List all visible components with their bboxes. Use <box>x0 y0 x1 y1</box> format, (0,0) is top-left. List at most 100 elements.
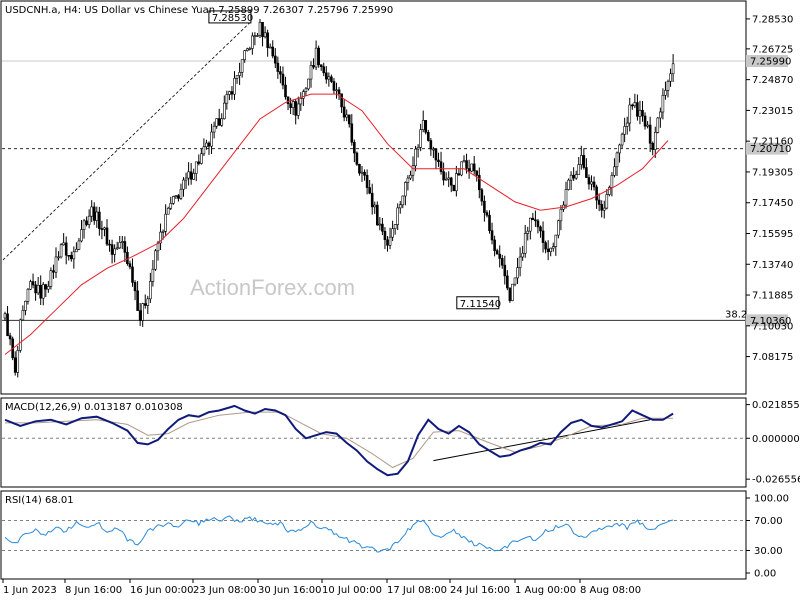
rsi-tick-label: 70.00 <box>754 516 783 527</box>
candle-body <box>54 256 58 273</box>
candle-body <box>80 229 83 242</box>
candle-body <box>455 173 458 192</box>
macd-signal-line <box>5 411 674 469</box>
candle-body <box>289 103 292 108</box>
candle-body <box>401 195 405 206</box>
candle-body <box>210 131 213 147</box>
candle-body <box>149 281 152 300</box>
moving-average <box>4 93 669 355</box>
price-tick-label: 7.15595 <box>752 229 793 240</box>
candle-body <box>317 47 320 65</box>
candle-body <box>47 286 50 290</box>
candle-body <box>194 161 198 174</box>
candle-body <box>409 174 412 179</box>
candle-body <box>256 35 259 37</box>
candle-body <box>416 147 420 150</box>
candle-body <box>452 184 456 192</box>
macd-tick-label: -0.026556 <box>752 475 800 486</box>
candle-body <box>6 313 9 337</box>
candle-body <box>414 148 417 167</box>
candle-body <box>151 268 155 282</box>
candle-body <box>85 220 88 225</box>
candle-body <box>276 62 280 72</box>
candle-body <box>284 84 287 98</box>
candle-body <box>480 189 484 202</box>
candle-body <box>643 115 647 127</box>
candle-body <box>424 120 428 133</box>
time-tick-label: 1 Aug 00:00 <box>515 585 576 596</box>
candle-body <box>72 251 76 260</box>
fib-price-tag-box <box>746 314 788 327</box>
time-tick-label: 24 Jul 16:00 <box>450 585 510 596</box>
candle-body <box>177 195 180 199</box>
candle-body <box>597 199 601 205</box>
candle-body <box>136 290 139 311</box>
candle-body <box>266 32 269 48</box>
candle-body <box>411 165 415 176</box>
candle-body <box>651 142 655 150</box>
candle-body <box>595 186 598 201</box>
candle-body <box>159 231 162 244</box>
candle-body <box>16 350 20 373</box>
candle-body <box>223 102 226 120</box>
candle-body <box>253 35 257 37</box>
candle-body <box>444 178 448 181</box>
current-price-tag: 7.25990 <box>750 57 791 68</box>
candle-body <box>312 65 315 68</box>
rsi-level-lines <box>2 520 745 551</box>
candle-body <box>268 46 272 49</box>
candle-body <box>439 161 443 172</box>
candle-body <box>143 303 147 306</box>
candle-body <box>449 177 453 186</box>
candle-body <box>98 211 101 229</box>
candle-body <box>87 215 91 225</box>
candle-body <box>179 188 183 199</box>
candle-body <box>228 91 231 95</box>
candle-body <box>62 242 65 246</box>
candle-body <box>386 239 389 246</box>
candle-body <box>258 22 262 36</box>
candle-body <box>526 230 530 234</box>
fib-price-tag: 7.10360 <box>750 316 791 327</box>
candle-body <box>342 106 346 118</box>
candle-body <box>457 173 461 176</box>
candle-body <box>641 109 644 117</box>
time-tick-label: 17 Jul 08:00 <box>387 585 447 596</box>
candle-body <box>648 124 652 144</box>
candle-body <box>659 111 662 119</box>
candle-body <box>358 163 361 174</box>
candle-body <box>633 102 637 107</box>
candle-body <box>307 78 310 90</box>
candle-body <box>381 223 384 232</box>
candle-body <box>332 81 336 91</box>
candle-body <box>322 66 326 74</box>
candle-body <box>528 217 532 232</box>
candle-body <box>536 220 540 228</box>
candle-body <box>220 118 224 126</box>
candle-body <box>625 122 629 127</box>
candle-body <box>653 132 657 150</box>
candle-body <box>483 200 486 213</box>
price-tick-label: 7.23015 <box>752 106 793 117</box>
candle-body <box>666 80 670 91</box>
candle-body <box>546 248 550 252</box>
candle-body <box>404 182 407 197</box>
candle-body <box>70 255 73 260</box>
candle-body <box>638 109 642 117</box>
candle-body <box>115 247 119 250</box>
time-axis: 1 Jun 2023 8 Jun 16:00 16 Jun 00:00 23 Jun … <box>2 579 641 596</box>
candle-body <box>146 298 150 306</box>
candle-body <box>238 71 241 76</box>
time-tick-label: 8 Jun 16:00 <box>65 585 122 596</box>
candle-body <box>628 104 632 124</box>
watermark: ActionForex.com <box>190 275 355 300</box>
current-price-tag-box <box>746 55 788 68</box>
candle-body <box>345 114 349 118</box>
candle-body <box>498 253 502 259</box>
candle-body <box>610 175 614 188</box>
main-level-lines <box>2 60 745 321</box>
trend-dashed-line <box>2 22 251 261</box>
low-label: 7.11540 <box>460 299 501 310</box>
price-tick-label: 7.26725 <box>752 44 793 55</box>
